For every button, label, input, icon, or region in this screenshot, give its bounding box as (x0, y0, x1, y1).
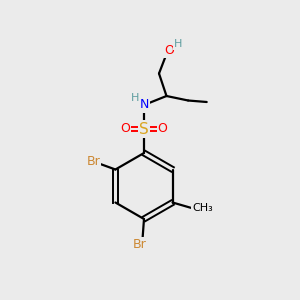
Text: S: S (139, 122, 149, 136)
Text: O: O (158, 122, 167, 136)
Text: N: N (139, 98, 149, 112)
Text: H: H (174, 39, 183, 50)
Text: CH₃: CH₃ (192, 203, 213, 213)
Text: O: O (164, 44, 174, 57)
Text: Br: Br (87, 154, 100, 168)
Text: H: H (131, 93, 139, 103)
Text: O: O (121, 122, 130, 136)
Text: Br: Br (133, 238, 146, 251)
